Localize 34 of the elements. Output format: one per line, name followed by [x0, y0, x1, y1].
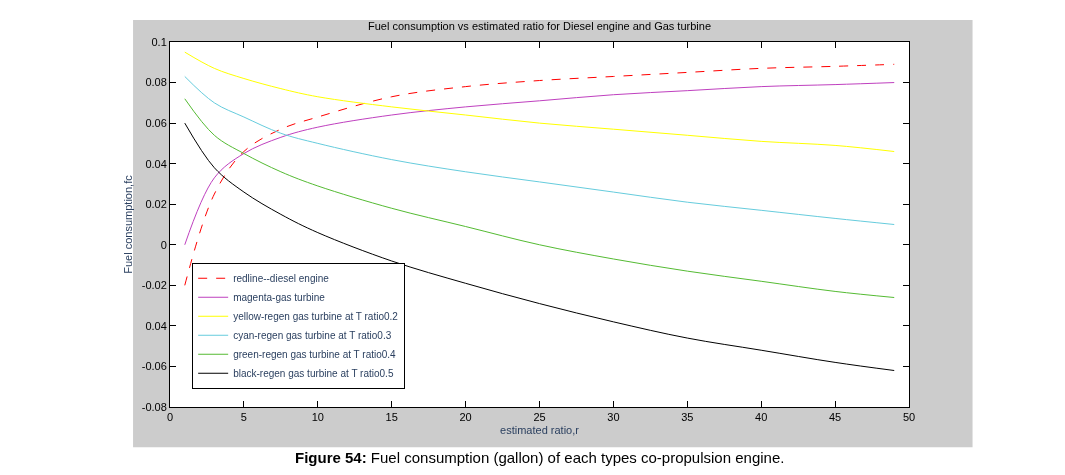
chart-title: Fuel consumption vs estimated ratio for Diesel engine and Gas turbine [367, 20, 712, 32]
y-tick-label: 0.08 [145, 76, 167, 89]
y-tick-label: 0.06 [145, 116, 167, 129]
line-series [184, 51, 895, 152]
y-tick-label: 0.04 [145, 319, 167, 332]
legend-label: yellow-regen gas turbine at T ratio0.2 [233, 311, 399, 323]
y-axis-title: Fuel consumption,fc [122, 174, 135, 274]
legend-label: black-regen gas turbine at T ratio0.5 [233, 368, 394, 380]
x-axis-title: estimated ratio,r [500, 424, 580, 437]
y-tick-label: -0.08 [141, 400, 167, 413]
legend-label: magenta-gas turbine [233, 292, 326, 304]
x-tick-label: 30 [607, 411, 620, 424]
x-tick-label: 50 [902, 411, 916, 424]
x-tick-label: 40 [755, 411, 768, 424]
y-tick-label: 0.1 [151, 35, 167, 48]
x-tick-label: 35 [681, 411, 694, 424]
y-tick-label: -0.06 [141, 360, 167, 373]
x-tick-label: 10 [311, 411, 324, 424]
x-tick-label: 25 [533, 411, 546, 424]
y-tick-label: 0 [160, 238, 167, 251]
x-tick-label: 5 [240, 411, 247, 424]
legend-label: redline--diesel engine [233, 273, 330, 285]
x-tick-label: 45 [828, 411, 842, 424]
line-series [184, 75, 895, 225]
caption: Figure 54: Fuel consumption (gallon) of each types co-propulsion engine. [295, 449, 785, 466]
legend-label: cyan-regen gas turbine at T ratio0.3 [233, 330, 392, 342]
y-tick-label: 0.02 [145, 198, 167, 211]
x-tick-label: 15 [385, 411, 398, 424]
line-series [184, 82, 895, 246]
y-tick-label: 0.04 [145, 157, 167, 170]
legend-label: green-regen gas turbine at T ratio0.4 [233, 349, 397, 361]
x-tick-label: 20 [459, 411, 472, 424]
y-tick-label: -0.02 [141, 279, 167, 292]
line-series [184, 63, 895, 286]
